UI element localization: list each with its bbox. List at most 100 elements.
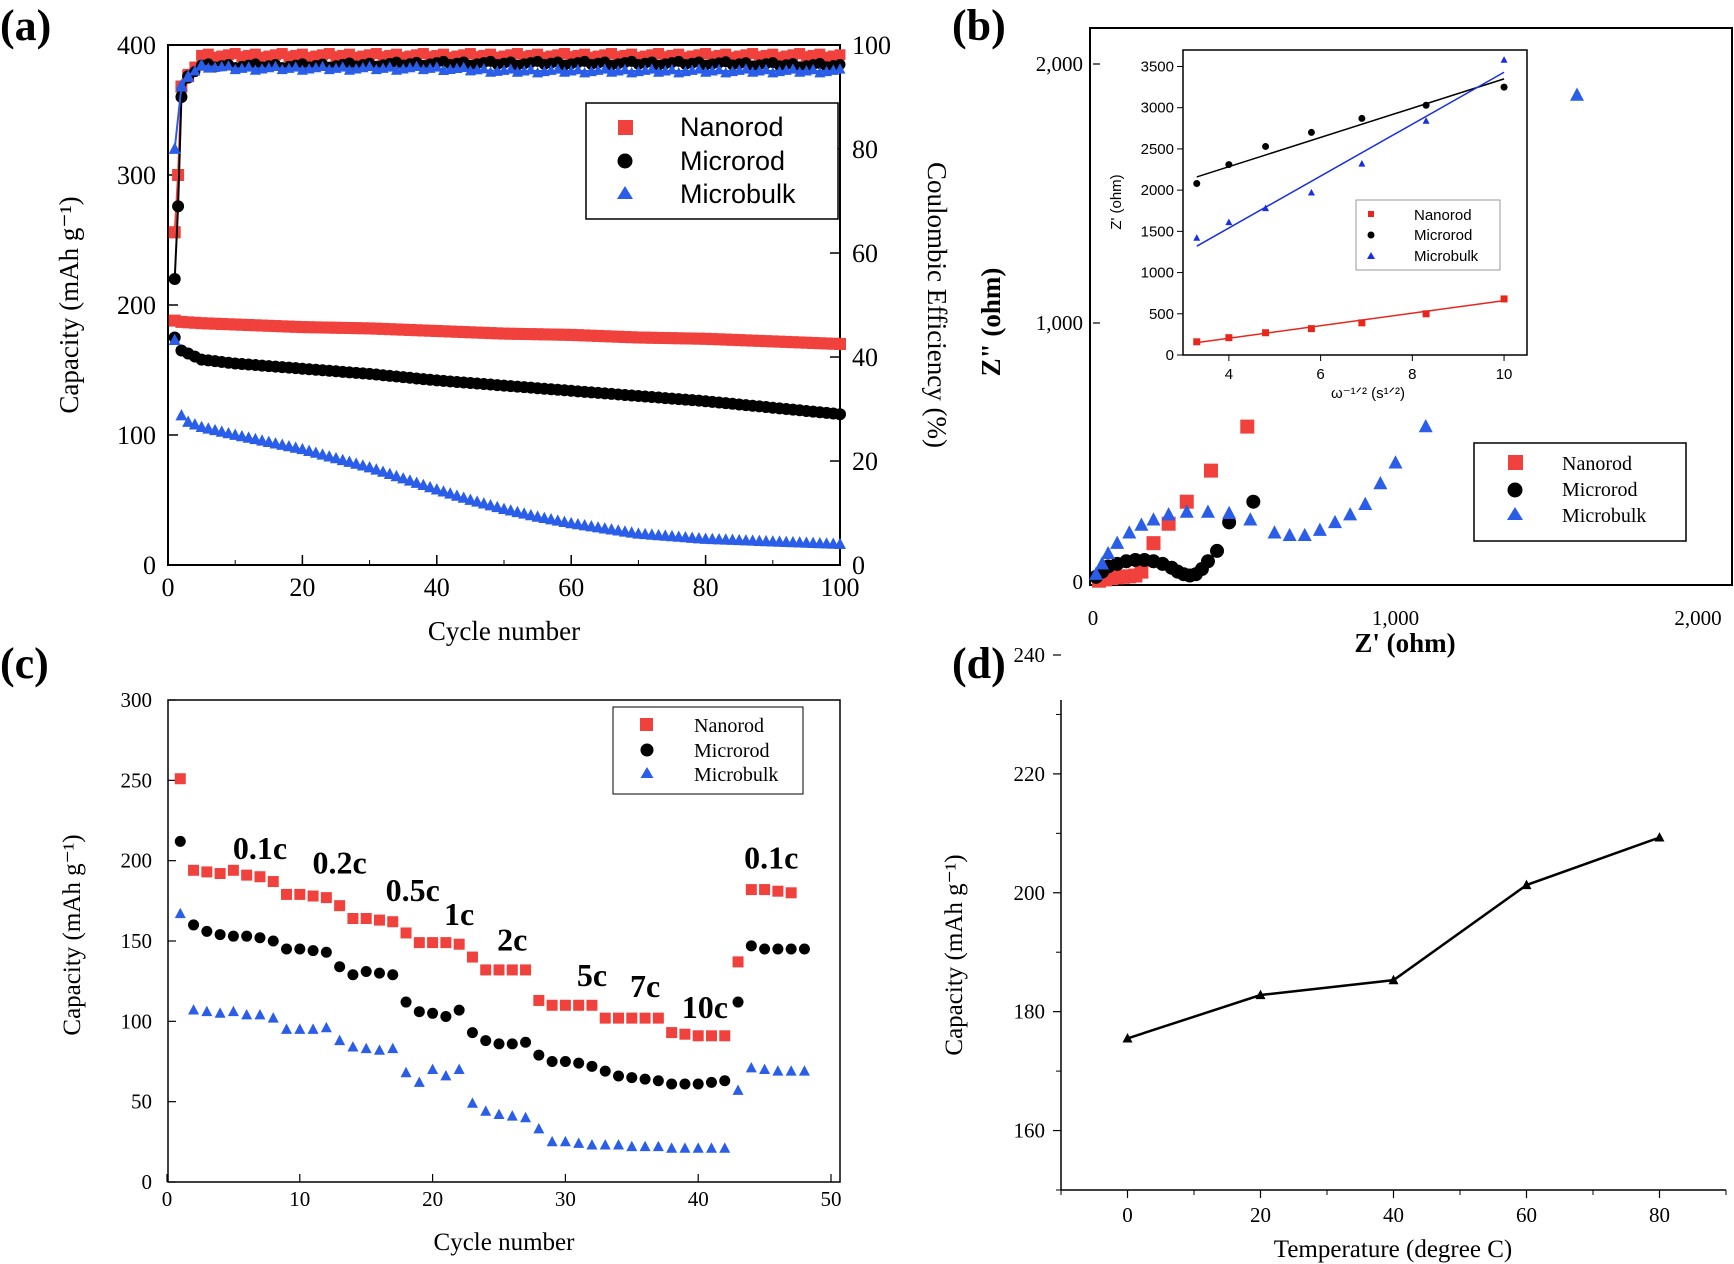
panel-a-eff-point-nanorod [505,49,517,61]
panel-b-inset-point-microbulk [1422,117,1430,124]
panel-b-point-nanorod [1203,463,1218,478]
panel-a-cap-point-microbulk [524,508,537,521]
panel-a-xtick-label: 20 [289,573,315,602]
panel-c-point-microrod [613,1070,625,1082]
panel-a-ytick-label: 300 [117,161,156,190]
panel-c-point-microbulk [427,1063,439,1074]
panel-a-legend-marker-microbulk [617,186,633,199]
panel-a-eff-point-microbulk [525,63,537,75]
panel-c-point-nanorod [666,1027,678,1039]
panel-c-xtick-label: 30 [555,1187,576,1211]
panel-b-point-microbulk [1373,476,1388,490]
panel-d-ylabel: Capacity (mAh g⁻¹) [941,854,968,1055]
panel-b-point-microbulk [1267,525,1282,539]
panel-a-eff-point-nanorod [740,49,752,61]
panel-a-eff-point-nanorod [821,51,833,63]
panel-b-inset-fit-microrod [1196,78,1505,178]
panel-d-line [1127,836,1660,1040]
panel-c-rate-label: 0.1c [744,840,798,876]
panel-c-point-microbulk [785,1065,797,1076]
panel-c-point-microrod [666,1078,678,1090]
panel-c-point-nanorod [427,937,439,949]
panel-a-eff-point-nanorod [673,48,685,60]
panel-c-point-microrod [281,943,293,955]
panel-c-point-microrod [400,996,412,1008]
panel-a-eff-point-nanorod [780,50,792,62]
panel-a-cap-point-microbulk [363,461,376,473]
panel-a-eff-point-microbulk [572,63,584,75]
panel-c-point-microrod [732,996,744,1008]
panel-a-eff-point-nanorod [323,48,335,60]
panel-d-xtick-label: 80 [1649,1203,1670,1227]
panel-a-eff-point-microbulk [175,80,188,92]
panel-a-eff-point-nanorod [222,49,234,61]
panel-d-point [1122,1033,1133,1043]
panel-a-eff-point-nanorod [370,48,382,60]
panel-b-inset-legend-marker-microrod [1367,231,1375,239]
panel-a-eff-point-microbulk [222,60,234,71]
panel-a-ytick-label: 400 [117,31,156,60]
panel-c-point-nanorod [188,864,200,876]
panel-a-cap-point-microbulk [424,480,437,493]
panel-a-cap-point-microbulk [377,465,390,477]
panel-b-inset-point-nanorod [1422,310,1430,318]
panel-c-point-nanorod [227,864,239,876]
panel-a-eff-point-nanorod [438,48,450,60]
panel-d-ticks: 0 20 40 60 80 160 180 200 220 240 [1014,643,1727,1227]
panel-b-inset-point-microrod [1500,83,1508,91]
panel-c-point-microrod [201,925,213,937]
panel-c-point-microrod [705,1076,717,1088]
panel-a-eff-point-nanorod [606,48,618,60]
panel-b-legend-nanorod: Nanorod [1562,453,1632,475]
panel-a-eff-point-nanorod [397,51,409,63]
panel-c-point-nanorod [705,1030,717,1042]
panel-c-point-microbulk [613,1139,625,1150]
panel-a-y2tick-label: 0 [852,551,865,580]
panel-c-point-nanorod [533,994,545,1006]
panel-c-point-microbulk [719,1142,731,1153]
panel-a-eff-point-microbulk [168,142,181,154]
panel-a-eff-point-microbulk [411,60,423,71]
panel-a-eff-point-nanorod [417,48,429,60]
panel-c-point-microrod [772,943,784,955]
panel-a-eff-point-microbulk [317,60,329,71]
panel-a-eff-point-microbulk [666,63,678,75]
panel-b-point-nanorod [1146,536,1161,551]
panel-a-eff-point-microbulk [364,60,376,71]
panel-c-point-nanorod [785,887,797,899]
panel-a-eff-point-microbulk [646,63,658,74]
panel-b-point-microbulk [1101,545,1116,560]
panel-c-point-nanorod [387,916,399,928]
panel-a-cap-point-microbulk [383,467,396,479]
panel-a-cap-point-microbulk [457,491,470,503]
panel-c-point-microrod [188,919,200,931]
panel-c-point-nanorod [360,913,372,925]
panel-a-cap-point-microbulk [309,446,322,458]
panel-a-cap-point-microbulk [296,442,309,455]
panel-c-point-microrod [493,1038,505,1050]
panel-c-point-nanorod [506,964,518,976]
panel-b-point-nanorod [1240,419,1255,434]
panel-a-eff-point-nanorod [485,48,497,60]
panel-a-eff-point-nanorod [693,49,705,61]
panel-a-cap-point-microbulk [303,444,316,456]
panel-b-point-microbulk [1222,505,1237,520]
panel-c-point-nanorod [174,773,186,785]
panel-a-eff-point-nanorod [444,51,456,63]
panel-b-ytick-label: 0 [1073,570,1084,594]
panel-a-eff-point-nanorod [834,49,846,61]
panel-b-inset-legend-nanorod: Nanorod [1414,207,1472,224]
panel-a-eff-point-nanorod [572,49,584,61]
panel-a-eff-point-nanorod [639,50,651,62]
panel-b-point-microbulk [1312,522,1327,536]
panel-a-y2tick-label: 40 [852,343,878,372]
panel-a-xtick-label: 80 [693,573,719,602]
panel-b-point-nanorod [1134,564,1149,579]
panel-a-eff-point-microrod [175,91,188,103]
panel-a-eff-point-nanorod [538,51,550,63]
panel-a-eff-point-nanorod [653,48,665,60]
panel-a-eff-point-nanorod [209,51,221,63]
panel-c-point-microrod [798,943,810,955]
panel-a-legend-nanorod: Nanorod [680,112,784,142]
